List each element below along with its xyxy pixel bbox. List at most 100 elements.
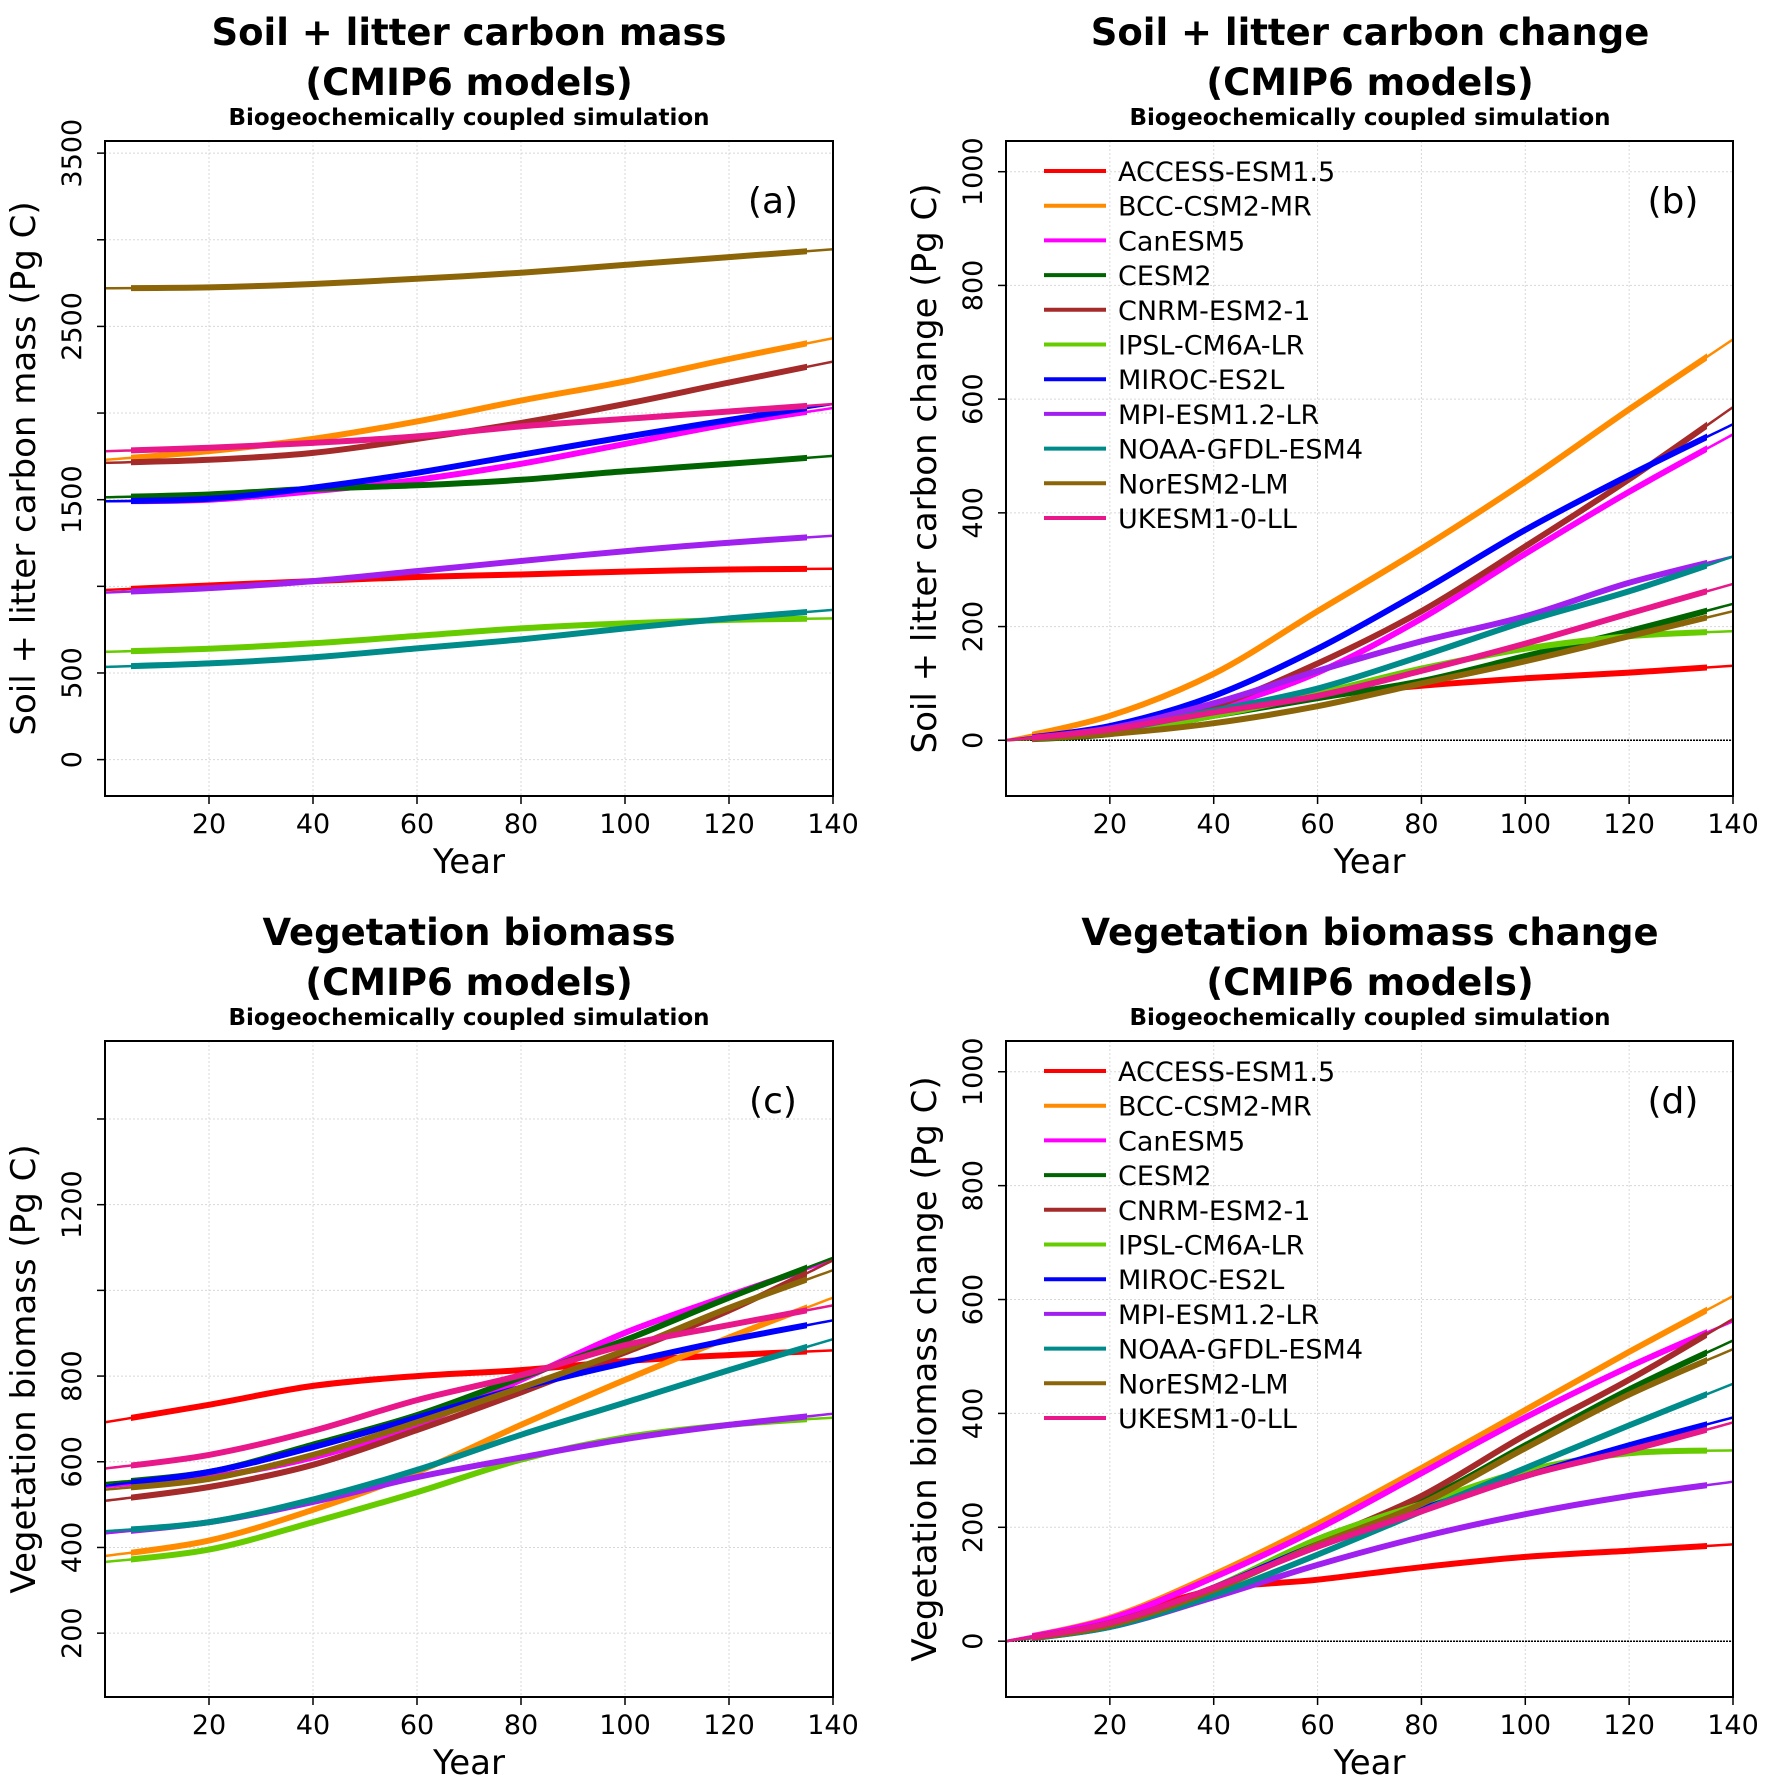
x-tick-label: 100 bbox=[599, 809, 651, 840]
series-line bbox=[1006, 1449, 1733, 1643]
series-line-thick bbox=[1031, 1447, 1708, 1641]
chart-subtitle: Biogeochemically coupled simulation bbox=[1129, 1005, 1610, 1031]
plot-frame bbox=[104, 140, 834, 797]
series-lines bbox=[105, 248, 833, 670]
series-line-thick bbox=[131, 1348, 807, 1422]
y-tick-label: 0 bbox=[958, 732, 989, 749]
x-tick-label: 120 bbox=[703, 1710, 755, 1741]
series-line-thick bbox=[1031, 353, 1708, 738]
legend-label: NOAA-GFDL-ESM4 bbox=[1118, 1335, 1363, 1366]
y-tick-label: 400 bbox=[958, 1388, 989, 1440]
y-tick-label: 800 bbox=[57, 1350, 88, 1402]
series-line-thick bbox=[131, 404, 807, 504]
legend-label: NorESM2-LM bbox=[1118, 1369, 1289, 1400]
legend-item: MIROC-ES2L bbox=[1044, 365, 1284, 396]
legend-item: IPSL-CM6A-LR bbox=[1044, 331, 1304, 362]
legend-item: MPI-ESM1.2-LR bbox=[1044, 400, 1319, 431]
series-line-thick bbox=[1031, 1390, 1708, 1642]
x-tick-label: 120 bbox=[1603, 1710, 1655, 1741]
x-tick-label: 80 bbox=[504, 1710, 538, 1741]
chart-title-line2: (CMIP6 models) bbox=[305, 61, 633, 104]
y-tick-label: 200 bbox=[958, 601, 989, 653]
x-tick-label: 140 bbox=[1707, 809, 1759, 840]
series-line-thick bbox=[1031, 1329, 1708, 1640]
legend-item: BCC-CSM2-MR bbox=[1044, 192, 1312, 223]
plot-frame bbox=[1005, 140, 1734, 797]
y-tick-label: 200 bbox=[958, 1502, 989, 1554]
y-axis-label: Vegetation biomass (Pg C) bbox=[4, 1144, 44, 1593]
series-line bbox=[1006, 1382, 1733, 1643]
series-lines bbox=[105, 1256, 833, 1564]
legend-label: CNRM-ESM2-1 bbox=[1118, 1196, 1310, 1227]
y-tick-label: 1200 bbox=[57, 1170, 88, 1239]
legend-item: MIROC-ES2L bbox=[1044, 1265, 1284, 1296]
x-tick-label: 100 bbox=[599, 1710, 651, 1741]
chart-subtitle: Biogeochemically coupled simulation bbox=[1129, 105, 1610, 131]
legend-label: UKESM1-0-LL bbox=[1118, 504, 1297, 535]
y-axis-label: Soil + litter carbon change (Pg C) bbox=[905, 184, 945, 754]
x-tick-label: 100 bbox=[1500, 809, 1552, 840]
legend-label: MPI-ESM1.2-LR bbox=[1118, 1300, 1319, 1331]
series-lines bbox=[1006, 1294, 1733, 1643]
panel-label: (a) bbox=[748, 181, 798, 222]
panel-label: (d) bbox=[1648, 1081, 1699, 1122]
plot-frame bbox=[1005, 1040, 1734, 1698]
panel-c: Vegetation biomass (CMIP6 models)Biogeoch… bbox=[4, 911, 859, 1780]
y-tick-label: 500 bbox=[57, 647, 88, 699]
y-tick-label: 1000 bbox=[958, 1037, 989, 1106]
chart-title: Vegetation biomass change bbox=[1081, 911, 1658, 954]
panel-b: Soil + litter carbon change (CMIP6 models… bbox=[905, 11, 1759, 882]
legend-label: BCC-CSM2-MR bbox=[1118, 192, 1312, 223]
x-tick-label: 40 bbox=[1197, 1710, 1231, 1741]
y-tick-label: 400 bbox=[57, 1522, 88, 1574]
legend-item: BCC-CSM2-MR bbox=[1044, 1092, 1312, 1123]
legend-label: CESM2 bbox=[1118, 1161, 1212, 1192]
legend-label: BCC-CSM2-MR bbox=[1118, 1092, 1312, 1123]
y-tick-label: 600 bbox=[57, 1436, 88, 1488]
series-line-thick bbox=[1031, 1306, 1708, 1640]
y-tick-label: 1000 bbox=[958, 137, 989, 206]
legend-item: CanESM5 bbox=[1044, 226, 1245, 257]
legend-label: IPSL-CM6A-LR bbox=[1118, 1231, 1304, 1262]
y-tick-label: 600 bbox=[958, 1274, 989, 1326]
series-line-thick bbox=[1031, 588, 1708, 741]
series-line bbox=[105, 1338, 833, 1533]
series-line-thick bbox=[1031, 614, 1708, 742]
y-tick-label: 2500 bbox=[57, 292, 88, 361]
panel-label: (b) bbox=[1648, 181, 1699, 222]
legend-item: CESM2 bbox=[1044, 1161, 1212, 1192]
x-tick-label: 80 bbox=[504, 809, 538, 840]
x-tick-label: 80 bbox=[1404, 809, 1438, 840]
legend-label: CanESM5 bbox=[1118, 1126, 1245, 1157]
x-axis-label: Year bbox=[1333, 842, 1406, 882]
legend-item: NOAA-GFDL-ESM4 bbox=[1044, 1335, 1363, 1366]
series-line-thick bbox=[131, 248, 807, 292]
chart-subtitle: Biogeochemically coupled simulation bbox=[228, 105, 709, 131]
legend-item: IPSL-CM6A-LR bbox=[1044, 1231, 1304, 1262]
legend-label: NorESM2-LM bbox=[1118, 469, 1289, 500]
legend-item: NorESM2-LM bbox=[1044, 1369, 1289, 1400]
series-line-thick bbox=[131, 1276, 807, 1491]
x-axis-label: Year bbox=[432, 1743, 505, 1780]
legend-label: CESM2 bbox=[1118, 261, 1212, 292]
x-tick-label: 140 bbox=[807, 809, 859, 840]
y-tick-label: 0 bbox=[958, 1633, 989, 1650]
panel-d: Vegetation biomass change(CMIP6 models)B… bbox=[905, 911, 1759, 1780]
x-tick-label: 60 bbox=[1300, 809, 1334, 840]
legend-label: MIROC-ES2L bbox=[1118, 1265, 1284, 1296]
panel-label: (c) bbox=[749, 1081, 797, 1122]
x-tick-label: 120 bbox=[703, 809, 755, 840]
legend-label: CNRM-ESM2-1 bbox=[1118, 296, 1310, 327]
chart-title: Vegetation biomass bbox=[262, 911, 675, 954]
x-tick-label: 120 bbox=[1603, 809, 1655, 840]
x-tick-label: 20 bbox=[192, 1710, 226, 1741]
y-tick-label: 3500 bbox=[57, 119, 88, 188]
series-line-thick bbox=[131, 1307, 807, 1469]
panel-a: Soil + litter carbon mass (CMIP6 models)B… bbox=[4, 11, 859, 882]
x-tick-label: 140 bbox=[807, 1710, 859, 1741]
series-line-thick bbox=[1031, 1426, 1708, 1641]
chart-title: Soil + litter carbon change bbox=[1091, 11, 1650, 54]
series-line-thick bbox=[131, 340, 807, 461]
